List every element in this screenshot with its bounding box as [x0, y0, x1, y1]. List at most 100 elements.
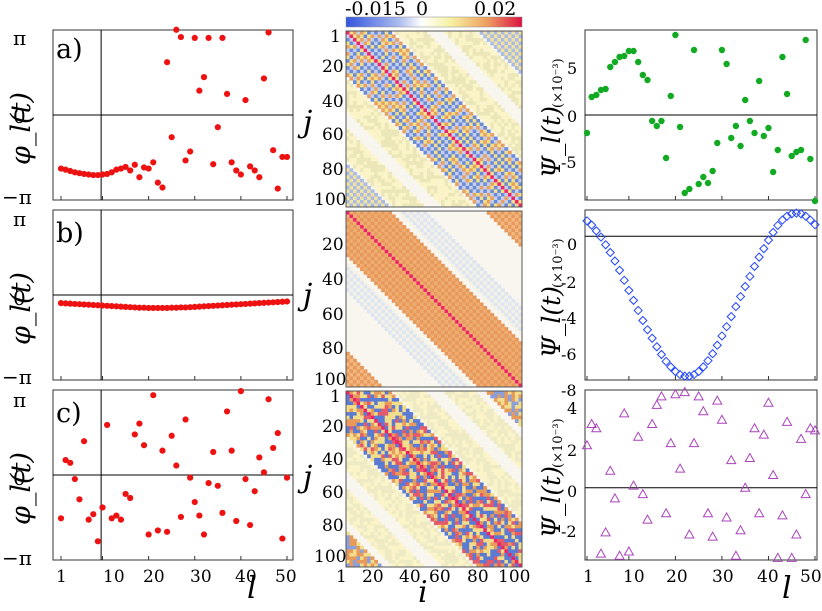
heatmap-cell [438, 334, 442, 338]
heatmap-cell [364, 468, 368, 472]
heatmap-cell [350, 257, 354, 261]
heatmap-cell [371, 193, 375, 197]
heatmap-cell [374, 440, 378, 444]
heatmap-cell [402, 440, 406, 444]
heatmap-cell [388, 416, 392, 420]
heatmap-panel [346, 211, 522, 387]
heatmap-cell [399, 49, 403, 53]
heatmap-cell [385, 274, 389, 278]
heatmap-cell [378, 440, 382, 444]
heatmap-cell [448, 345, 452, 349]
heatmap-cell [445, 73, 449, 77]
heatmap-cell [476, 59, 480, 63]
heatmap-cell [374, 193, 378, 197]
heatmap-cell [448, 140, 452, 144]
heatmap-cell [399, 45, 403, 49]
heatmap-cell [357, 35, 361, 39]
heatmap-cell [504, 70, 508, 74]
heatmap-cell [452, 303, 456, 307]
heatmap-cell [395, 87, 399, 91]
heatmap-cell [462, 179, 466, 183]
heatmap-cell [367, 440, 371, 444]
heatmap-cell [402, 405, 406, 409]
heatmap-cell [494, 299, 498, 303]
heatmap-cell [445, 292, 449, 296]
heatmap-cell [371, 165, 375, 169]
heatmap-cell [490, 348, 494, 352]
heatmap-cell [430, 352, 434, 356]
heatmap-cell [483, 189, 487, 193]
heatmap-cell [515, 84, 519, 88]
heatmap-cell [399, 472, 403, 476]
phi-point [205, 480, 211, 486]
heatmap-cell [515, 186, 519, 190]
heatmap-cell [504, 52, 508, 56]
heatmap-cell [504, 334, 508, 338]
heatmap-cell [483, 175, 487, 179]
heatmap-cell [423, 306, 427, 310]
heatmap-cell [346, 66, 350, 70]
heatmap-cell [455, 38, 459, 42]
heatmap-cell [511, 182, 515, 186]
heatmap-cell [480, 274, 484, 278]
heatmap-cell [399, 66, 403, 70]
heatmap-cell [511, 376, 515, 380]
heatmap-cell [469, 352, 473, 356]
heatmap-cell [452, 239, 456, 243]
heatmap-cell [402, 123, 406, 127]
heatmap-cell [515, 66, 519, 70]
heatmap-cell [476, 306, 480, 310]
heatmap-cell [388, 137, 392, 141]
heatmap-cell [430, 73, 434, 77]
heatmap-cell [385, 179, 389, 183]
heatmap-cell [423, 56, 427, 60]
heatmap-cell [473, 355, 477, 359]
heatmap-cell [420, 229, 424, 233]
heatmap-cell [480, 189, 484, 193]
heatmap-cell [367, 380, 371, 384]
heatmap-cell [413, 200, 417, 204]
heatmap-cell [497, 31, 501, 35]
heatmap-cell [392, 140, 396, 144]
heatmap-cell [490, 285, 494, 289]
heatmap-cell [364, 532, 368, 536]
heatmap-cell [441, 295, 445, 299]
heatmap-cell [364, 416, 368, 420]
heatmap-cell [416, 168, 420, 172]
heatmap-cell [402, 472, 406, 476]
heatmap-cell [480, 123, 484, 127]
heatmap-cell [346, 144, 350, 148]
heatmap-cell [381, 215, 385, 219]
heatmap-cell [395, 137, 399, 141]
heatmap-cell [423, 133, 427, 137]
heatmap-cell [360, 236, 364, 240]
heatmap-cell [350, 359, 354, 363]
heatmap-cell [381, 542, 385, 546]
heatmap-cell [378, 500, 382, 504]
heatmap-cell [357, 250, 361, 254]
heatmap-cell [399, 59, 403, 63]
heatmap-cell [494, 154, 498, 158]
heatmap-cell [494, 292, 498, 296]
heatmap-cell [406, 348, 410, 352]
heatmap-cell [360, 225, 364, 229]
heatmap-cell [434, 161, 438, 165]
heatmap-cell [441, 179, 445, 183]
heatmap-cell [381, 35, 385, 39]
heatmap-cell [392, 38, 396, 42]
heatmap-cell [406, 504, 410, 508]
heatmap-cell [511, 189, 515, 193]
heatmap-cell [434, 193, 438, 197]
heatmap-cell [392, 250, 396, 254]
heatmap-cell [473, 334, 477, 338]
heatmap-cell [430, 274, 434, 278]
heatmap-cell [392, 130, 396, 134]
heatmap-cell [413, 310, 417, 314]
heatmap-cell [413, 355, 417, 359]
heatmap-cell [399, 236, 403, 240]
heatmap-cell [406, 31, 410, 35]
heatmap-cell [357, 373, 361, 377]
heatmap-cell [476, 52, 480, 56]
heatmap-cell [490, 59, 494, 63]
heatmap-cell [490, 77, 494, 81]
